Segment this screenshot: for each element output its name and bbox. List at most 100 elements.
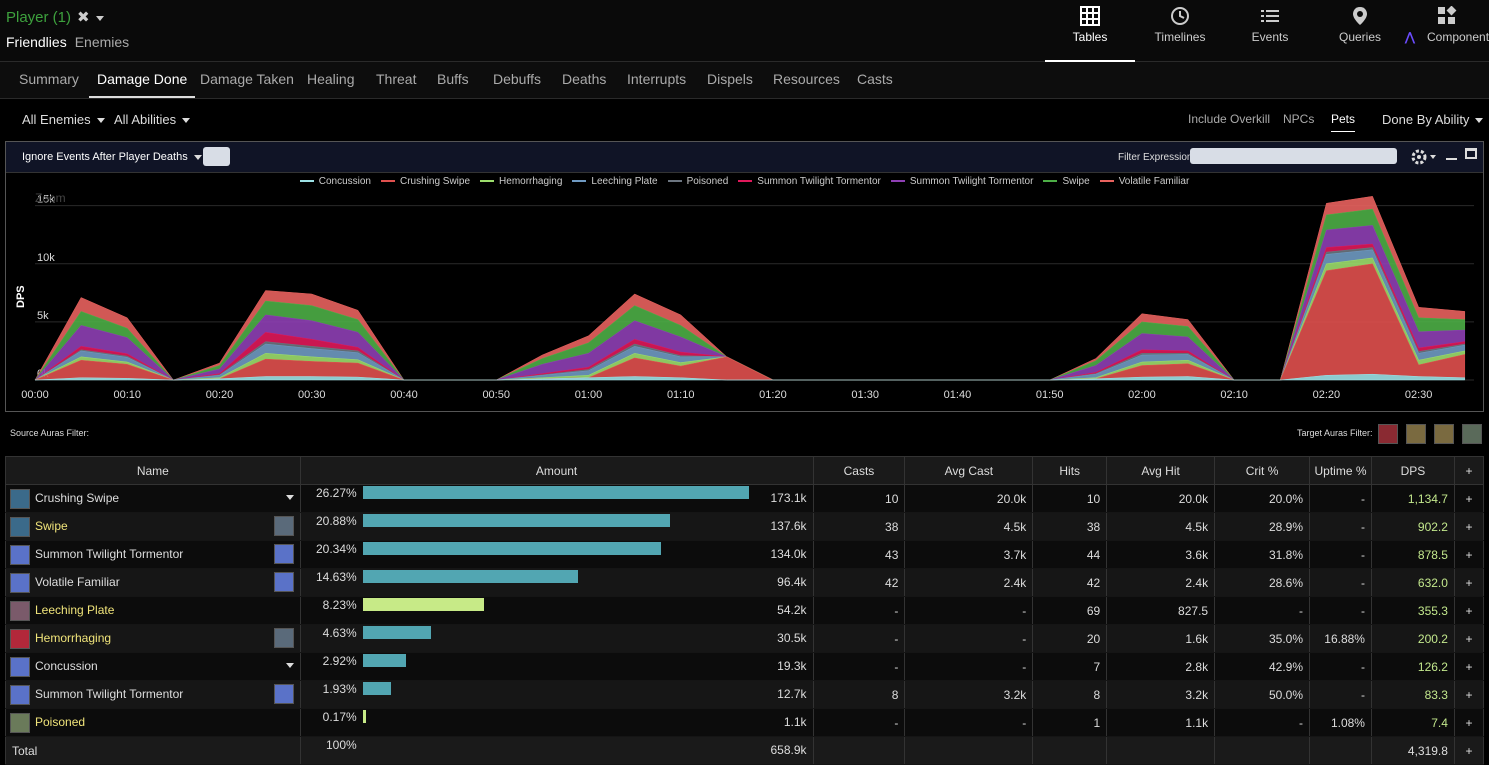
enemies-link[interactable]: Enemies: [74, 34, 130, 50]
tab-buffs[interactable]: Buffs: [437, 71, 469, 87]
expand-caret-icon[interactable]: [285, 663, 294, 668]
legend-item[interactable]: Poisoned: [667, 176, 728, 187]
target-aura-icon-2[interactable]: [1406, 424, 1426, 444]
legend-item[interactable]: Leeching Plate: [572, 176, 658, 187]
row-add-button[interactable]: +: [1453, 568, 1485, 597]
legend-item[interactable]: Volatile Familiar: [1099, 176, 1189, 187]
ability-cell[interactable]: Hemorrhaging: [5, 624, 301, 653]
pets-toggle[interactable]: Pets: [1331, 112, 1356, 132]
target-aura-icon-3[interactable]: [1434, 424, 1454, 444]
col-uptime[interactable]: Uptime %: [1309, 456, 1372, 485]
ability-cell[interactable]: Crushing Swipe: [5, 484, 301, 513]
tab-damage-done[interactable]: Damage Done: [89, 62, 196, 98]
ability-name[interactable]: Summon Twilight Tormentor: [35, 686, 184, 701]
row-add-button[interactable]: +: [1453, 652, 1485, 681]
player-name[interactable]: Player (1): [6, 9, 72, 26]
add-column-button[interactable]: +: [1453, 456, 1485, 485]
player-selector[interactable]: Player (1) ✖: [6, 8, 104, 26]
minimize-icon[interactable]: [1446, 158, 1457, 160]
col-avg-hit[interactable]: Avg Hit: [1106, 456, 1216, 485]
row-add-button[interactable]: +: [1453, 512, 1485, 541]
ability-name[interactable]: Volatile Familiar: [35, 574, 120, 589]
filter-expression-input[interactable]: [1190, 148, 1397, 164]
npcs-toggle[interactable]: NPCs: [1283, 112, 1315, 126]
ability-cell[interactable]: Concussion: [5, 652, 301, 681]
ability-name[interactable]: Concussion: [35, 658, 98, 673]
ability-cell[interactable]: Summon Twilight Tormentor: [5, 680, 301, 709]
tab-debuffs[interactable]: Debuffs: [493, 71, 541, 87]
row-add-button[interactable]: +: [1453, 484, 1485, 513]
all-abilities-dropdown[interactable]: All Abilities: [114, 112, 190, 127]
table-row[interactable]: Concussion 2.92% 19.3k - -7 2.8k 42.9% -126.2 +: [5, 652, 1485, 681]
table-row[interactable]: Crushing Swipe 26.27% 173.1k 10 20.0k 10 20.0k…: [5, 484, 1485, 513]
tab-resources[interactable]: Resources: [773, 71, 840, 87]
col-dps[interactable]: DPS: [1370, 456, 1455, 485]
ability-cell[interactable]: Volatile Familiar: [5, 568, 301, 597]
ignore-events-toggle[interactable]: [203, 147, 230, 166]
legend-item[interactable]: Summon Twilight Tormentor: [738, 176, 881, 187]
table-row[interactable]: Summon Twilight Tormentor 20.34% 134.0k 43 3…: [5, 540, 1485, 569]
tab-threat[interactable]: Threat: [376, 71, 417, 87]
table-row[interactable]: Volatile Familiar 14.63% 96.4k 42 2.4k 42 2.4k…: [5, 568, 1485, 597]
dps-area-chart[interactable]: 0k5k10k15kZoomDPS00:0000:1000:2000:3000:…: [6, 174, 1483, 412]
table-row[interactable]: Hemorrhaging 4.63% 30.5k - -20 1.6k 35.0% 16.88…: [5, 624, 1485, 653]
legend-item[interactable]: Hemorrhaging: [480, 176, 562, 187]
ability-cell[interactable]: Poisoned: [5, 708, 301, 737]
col-name[interactable]: Name: [5, 456, 301, 485]
nav-component[interactable]: ⋀ Component: [1405, 0, 1489, 62]
chevron-down-icon[interactable]: [95, 15, 104, 21]
col-hits[interactable]: Hits: [1032, 456, 1108, 485]
table-row[interactable]: Summon Twilight Tormentor 1.93% 12.7k 8 3.2k…: [5, 680, 1485, 709]
row-add-button[interactable]: +: [1453, 624, 1485, 653]
ability-name[interactable]: Poisoned: [35, 714, 86, 729]
expand-caret-icon[interactable]: [285, 495, 294, 500]
tab-dispels[interactable]: Dispels: [707, 71, 753, 87]
hits-cell: 44: [1032, 540, 1108, 569]
ability-cell[interactable]: Swipe: [5, 512, 301, 541]
ability-name[interactable]: Hemorrhaging: [35, 630, 112, 645]
row-add-button[interactable]: +: [1453, 680, 1485, 709]
nav-queries[interactable]: Queries: [1320, 0, 1400, 62]
total-add-button[interactable]: +: [1453, 736, 1485, 765]
row-add-button[interactable]: +: [1453, 708, 1485, 737]
legend-item[interactable]: Crushing Swipe: [380, 176, 470, 187]
legend-item[interactable]: Swipe: [1043, 176, 1090, 187]
row-add-button[interactable]: +: [1453, 540, 1485, 569]
col-amount[interactable]: Amount: [299, 456, 814, 485]
tab-deaths[interactable]: Deaths: [562, 71, 607, 87]
col-avg-cast[interactable]: Avg Cast: [904, 456, 1034, 485]
all-enemies-dropdown[interactable]: All Enemies: [22, 112, 105, 127]
tab-healing[interactable]: Healing: [307, 71, 355, 87]
ability-cell[interactable]: Summon Twilight Tormentor: [5, 540, 301, 569]
legend-item[interactable]: Concussion: [299, 176, 371, 187]
gear-icon[interactable]: [1410, 148, 1438, 166]
friendlies-link[interactable]: Friendlies: [6, 34, 67, 50]
nav-tables[interactable]: Tables: [1045, 0, 1135, 62]
ability-name[interactable]: Crushing Swipe: [35, 490, 120, 505]
tab-damage-taken[interactable]: Damage Taken: [200, 71, 294, 87]
target-aura-icon-4[interactable]: [1462, 424, 1482, 444]
nav-timelines[interactable]: Timelines: [1140, 0, 1220, 62]
table-row[interactable]: Leeching Plate 8.23% 54.2k - -69 827.5- -355.3…: [5, 596, 1485, 625]
ability-name[interactable]: Swipe: [35, 518, 68, 533]
ignore-events-dropdown[interactable]: Ignore Events After Player Deaths: [22, 151, 202, 163]
tab-interrupts[interactable]: Interrupts: [627, 71, 687, 87]
legend-item[interactable]: Summon Twilight Tormentor: [890, 176, 1033, 187]
maximize-icon[interactable]: [1465, 148, 1477, 159]
col-crit[interactable]: Crit %: [1214, 456, 1310, 485]
row-add-button[interactable]: +: [1453, 596, 1485, 625]
done-by-dropdown[interactable]: Done By Ability: [1382, 112, 1483, 127]
tab-casts[interactable]: Casts: [857, 71, 893, 87]
nav-events[interactable]: Events: [1230, 0, 1310, 62]
ability-name[interactable]: Leeching Plate: [35, 602, 115, 617]
casts-cell: -: [812, 624, 906, 653]
ability-cell[interactable]: Leeching Plate: [5, 596, 301, 625]
table-row[interactable]: Poisoned 0.17% 1.1k - -1 1.1k -1.08% 7.4 +: [5, 708, 1485, 737]
include-overkill-toggle[interactable]: Include Overkill: [1188, 112, 1271, 126]
tab-summary[interactable]: Summary: [19, 71, 79, 87]
target-aura-icon-1[interactable]: [1378, 424, 1398, 444]
table-row[interactable]: Swipe 20.88% 137.6k 38 4.5k 38 4.5k 28.9% -902.2…: [5, 512, 1485, 541]
close-icon[interactable]: ✖: [77, 9, 90, 26]
col-casts[interactable]: Casts: [812, 456, 906, 485]
ability-name[interactable]: Summon Twilight Tormentor: [35, 546, 184, 561]
